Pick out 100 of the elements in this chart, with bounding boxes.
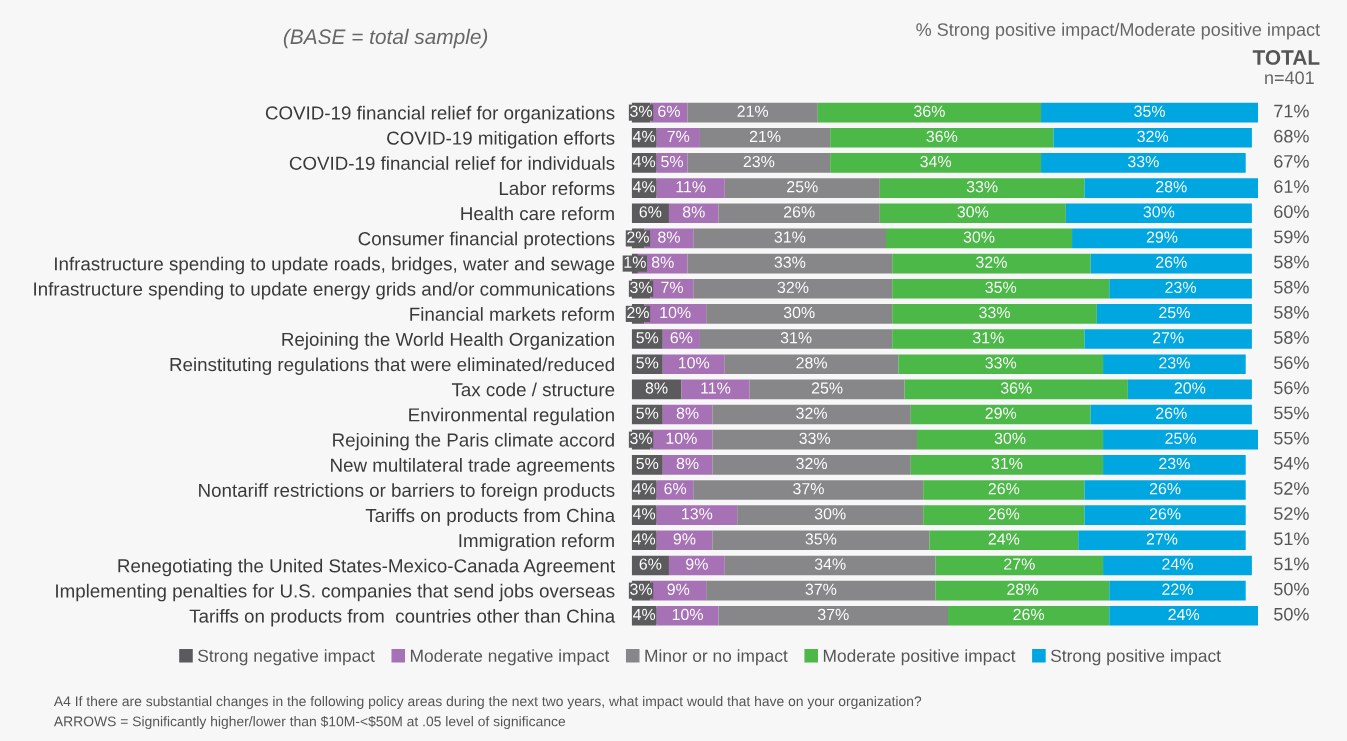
legend-label: Strong positive impact (1050, 649, 1221, 666)
data-label: 36% (914, 105, 945, 117)
data-label: 33% (979, 306, 1010, 319)
data-label: 25% (811, 382, 843, 394)
data-label: 6% (658, 105, 680, 117)
data-label: 33% (799, 432, 831, 444)
y-tick-label: New multilateral trade agreements (331, 458, 615, 476)
data-label: 26% (1149, 482, 1181, 495)
data-label: 37% (793, 482, 824, 495)
text: 60% (1274, 205, 1309, 219)
data-label: 31% (774, 231, 806, 243)
data-label: 32% (1137, 130, 1169, 143)
y-tick-label: Implementing penalties for U.S. companies that send jobs overseas (56, 583, 615, 602)
y-tick-label: Rejoining the World Health Organization (282, 332, 614, 350)
data-label: 21% (737, 105, 769, 117)
y-tick-label: Reinstituting regulations that were eliminated/reduced (170, 357, 614, 375)
data-label: 23% (1159, 357, 1190, 369)
data-label: 29% (1146, 231, 1178, 243)
y-tick-label: Tax code / structure (451, 382, 615, 397)
y-tick-label: Renegotiating the United States-Mexico-Canada Agreement (118, 558, 615, 577)
data-label: 4% (632, 181, 656, 193)
text: TOTAL (1252, 50, 1320, 65)
data-label: 20% (1174, 382, 1206, 394)
data-label: 33% (1127, 155, 1159, 168)
data-label: 4% (632, 533, 656, 545)
text: 56% (1274, 381, 1309, 395)
text: 52% (1274, 482, 1309, 495)
y-tick-label: Immigration reform (459, 533, 614, 551)
y-tick-label: Consumer financial protections (358, 231, 615, 250)
data-label: 26% (1156, 256, 1187, 268)
data-label: 24% (1168, 608, 1200, 621)
text: 55% (1274, 431, 1309, 445)
data-label: 5% (636, 457, 659, 470)
data-label: 24% (988, 533, 1020, 545)
data-label: 26% (1013, 608, 1045, 621)
text: 58% (1274, 280, 1309, 294)
text: 58% (1274, 305, 1309, 319)
y-tick-label: COVID-19 mitigation efforts (387, 130, 615, 149)
data-label: 28% (1156, 181, 1187, 193)
data-label: 33% (774, 256, 806, 268)
data-label: 31% (972, 332, 1004, 344)
data-label: 32% (976, 256, 1007, 268)
y-tick-label: COVID-19 financial relief for individuals (289, 156, 615, 170)
data-label: 35% (985, 281, 1017, 294)
data-label: 8% (682, 206, 705, 218)
text: 55% (1274, 406, 1309, 420)
data-label: 27% (1146, 533, 1178, 545)
data-label: 30% (1143, 206, 1175, 218)
data-label: 32% (777, 281, 809, 294)
text: 50% (1274, 607, 1309, 621)
y-tick-label: Nontariff restrictions or barriers to foreign products (199, 483, 615, 501)
data-label: 7% (667, 130, 690, 142)
data-label: 11% (701, 382, 731, 394)
text: % Strong positive impact/Moderate positive impact (916, 22, 1320, 40)
data-label: 6% (639, 206, 662, 218)
data-label: 36% (1000, 382, 1032, 394)
text: 56% (1274, 356, 1309, 370)
data-label: 31% (780, 332, 812, 344)
data-label: 26% (988, 482, 1020, 495)
data-label: 27% (1153, 332, 1184, 344)
data-label: 10% (666, 432, 697, 444)
data-label: 28% (796, 357, 827, 369)
data-label: 32% (796, 457, 827, 470)
data-label: 26% (784, 206, 815, 218)
data-label: 30% (957, 206, 989, 218)
data-label: 30% (994, 432, 1026, 444)
y-tick-label: Rejoining the Paris climate accord (333, 432, 614, 451)
text: 58% (1274, 331, 1309, 344)
data-label: 11% (676, 181, 706, 193)
text: ARROWS = Significantly higher/lower than $10M-<$50M at .05 level of significance (53, 715, 566, 730)
data-label: 25% (1159, 306, 1190, 319)
data-label: 33% (985, 357, 1017, 369)
text: 51% (1274, 532, 1309, 546)
data-label: 37% (817, 608, 849, 621)
data-label: 28% (1007, 583, 1038, 595)
data-label: 6% (639, 558, 662, 570)
y-tick-label: Financial markets reform (410, 307, 614, 321)
data-label: 5% (636, 407, 659, 419)
data-label: 25% (1165, 432, 1196, 444)
data-label: 23% (1165, 281, 1196, 294)
data-label: 6% (664, 482, 687, 495)
text: 50% (1274, 582, 1309, 596)
text: 59% (1274, 230, 1309, 244)
data-label: 5% (661, 155, 684, 168)
data-label: 35% (805, 533, 837, 545)
data-label: 36% (926, 130, 958, 143)
data-label: 4% (632, 483, 656, 495)
data-label: 8% (676, 457, 699, 470)
data-label: 34% (920, 155, 952, 168)
data-label: 4% (632, 508, 656, 520)
data-label: 29% (985, 407, 1017, 419)
legend-label: Minor or no impact (645, 649, 788, 666)
data-label: 10% (672, 608, 703, 621)
text: 51% (1274, 557, 1309, 571)
y-tick-label: Infrastructure spending to update roads, bridges, water and sewage (55, 256, 615, 275)
data-label: 8% (651, 256, 674, 268)
data-label: 26% (1149, 508, 1181, 520)
data-label: 10% (678, 357, 710, 369)
data-label: 21% (749, 130, 781, 142)
data-label: 8% (658, 231, 680, 243)
